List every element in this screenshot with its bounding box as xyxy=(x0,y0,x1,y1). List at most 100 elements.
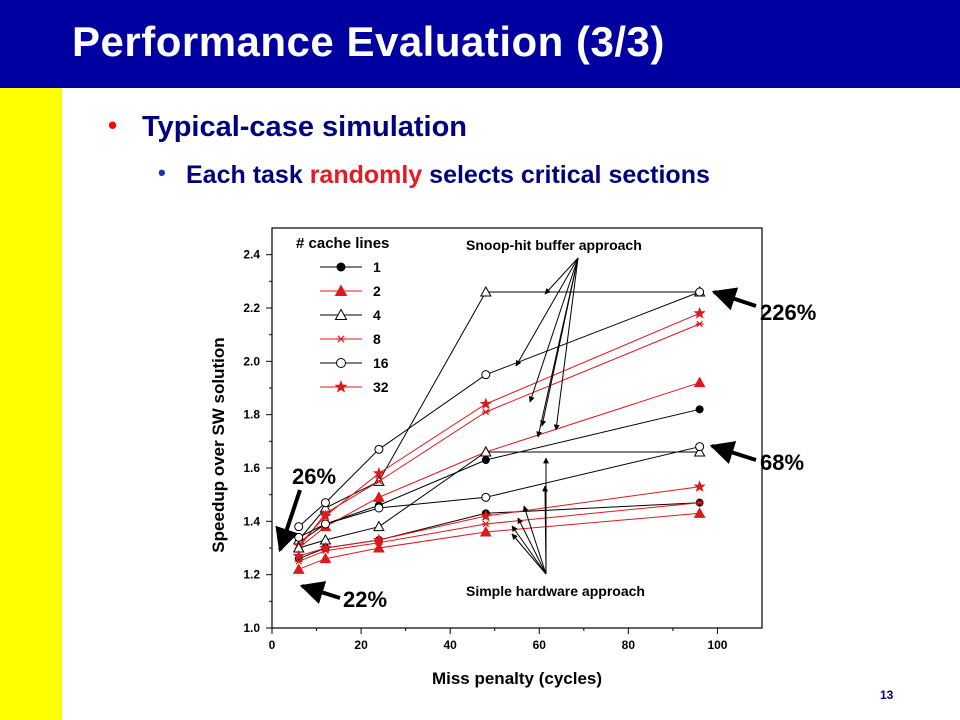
data-point xyxy=(695,320,704,328)
data-point xyxy=(292,549,305,562)
sub-bullet-dot: • xyxy=(158,160,166,185)
legend-label: 16 xyxy=(373,355,389,371)
legend-marker xyxy=(336,335,346,343)
data-point xyxy=(374,503,384,513)
data-point xyxy=(292,563,305,574)
data-point xyxy=(693,306,706,319)
data-point xyxy=(695,287,705,297)
data-point xyxy=(481,408,490,416)
data-point xyxy=(373,541,385,553)
arrow-snoop xyxy=(553,257,579,431)
callout-arrow xyxy=(711,287,757,311)
data-point xyxy=(479,509,492,522)
series-snoop-2 xyxy=(292,376,706,553)
x-tick-label: 40 xyxy=(444,638,458,652)
arrow-snoop xyxy=(515,257,579,367)
x-tick-label: 100 xyxy=(707,638,727,652)
sub-bullet-text-pre: Each task xyxy=(186,161,310,189)
series-line xyxy=(298,312,700,546)
callout-arrow xyxy=(299,581,341,604)
y-tick-label: 1.6 xyxy=(243,461,260,475)
arrow-simple xyxy=(522,505,547,575)
series-layer xyxy=(292,285,706,574)
title-bar xyxy=(0,0,960,88)
sub-bullet-highlight: randomly xyxy=(309,161,423,189)
callout-arrow xyxy=(275,489,302,553)
annotations xyxy=(275,257,757,604)
legend-marker xyxy=(334,308,348,320)
legend-marker xyxy=(336,262,346,272)
data-point xyxy=(481,520,490,528)
sub-bullet-random-selection: Each task randomly selects critical sect… xyxy=(186,161,710,190)
data-point xyxy=(481,370,491,380)
series-simple-4 xyxy=(292,445,706,553)
data-point xyxy=(320,519,330,529)
data-point xyxy=(373,520,385,532)
legend-marker xyxy=(336,358,346,368)
arrow-snoop xyxy=(544,257,579,295)
series-snoop-32 xyxy=(292,306,706,551)
data-point xyxy=(693,507,706,518)
data-point xyxy=(374,444,384,454)
legend-label: 8 xyxy=(373,331,381,347)
data-point xyxy=(481,492,491,502)
data-point xyxy=(372,533,386,546)
data-point xyxy=(693,480,706,492)
bullet-typical-case: Typical-case simulation xyxy=(142,111,468,143)
data-point xyxy=(695,442,705,452)
slide-title: Performance Evaluation (3/3) xyxy=(72,18,665,65)
arrow-simple xyxy=(511,533,547,575)
data-point xyxy=(695,499,704,506)
data-point xyxy=(294,522,304,532)
left-accent-bar xyxy=(0,88,62,720)
y-axis-label: Speedup over SW solution xyxy=(209,337,228,552)
label-snoop-hit: Snoop-hit buffer approach xyxy=(466,237,642,253)
x-tick-label: 20 xyxy=(354,638,368,652)
series-simple-32 xyxy=(292,480,706,562)
legend-marker xyxy=(334,380,348,393)
series-snoop-1 xyxy=(294,405,704,547)
data-point xyxy=(320,498,330,508)
annot-68: 68% xyxy=(760,450,804,475)
arrow-simple xyxy=(517,517,547,575)
data-point xyxy=(693,445,706,457)
legend: 1 2 4 8 16 32 xyxy=(320,259,389,395)
data-point xyxy=(479,525,492,537)
legend-label: 32 xyxy=(373,379,389,395)
series-line xyxy=(298,446,700,538)
slide-number: 13 xyxy=(880,688,894,702)
y-tick-label: 1.8 xyxy=(243,408,260,422)
x-tick-label: 80 xyxy=(622,638,636,652)
legend-label: 4 xyxy=(373,307,381,323)
data-point xyxy=(373,491,385,502)
y-tick-label: 2.0 xyxy=(243,354,260,368)
data-point xyxy=(693,376,706,388)
data-point xyxy=(481,456,490,464)
legend-label: 2 xyxy=(373,283,381,299)
arrow-simple xyxy=(511,525,547,575)
annot-226: 226% xyxy=(760,300,816,325)
plot-frame xyxy=(271,227,763,629)
data-point xyxy=(479,397,492,410)
series-line xyxy=(298,382,700,549)
annot-26: 26% xyxy=(292,464,336,489)
series-line xyxy=(298,512,700,570)
arrow-simple xyxy=(542,485,549,575)
y-tick-label: 2.4 xyxy=(243,248,260,262)
series-snoop-8 xyxy=(294,320,704,552)
y-tick-label: 1.2 xyxy=(243,568,260,582)
series-snoop-16 xyxy=(294,287,705,532)
series-line xyxy=(298,291,700,541)
legend-title: # cache lines xyxy=(296,235,389,252)
x-tick-label: 60 xyxy=(533,638,547,652)
data-point xyxy=(695,405,704,414)
data-point xyxy=(319,509,332,522)
series-line xyxy=(298,451,700,549)
y-tick-label: 1.0 xyxy=(243,621,260,635)
legend-marker xyxy=(334,284,348,296)
data-point xyxy=(319,541,332,554)
annot-22: 22% xyxy=(343,587,387,612)
callout-arrow xyxy=(709,441,757,464)
arrow-snoop xyxy=(528,257,579,403)
